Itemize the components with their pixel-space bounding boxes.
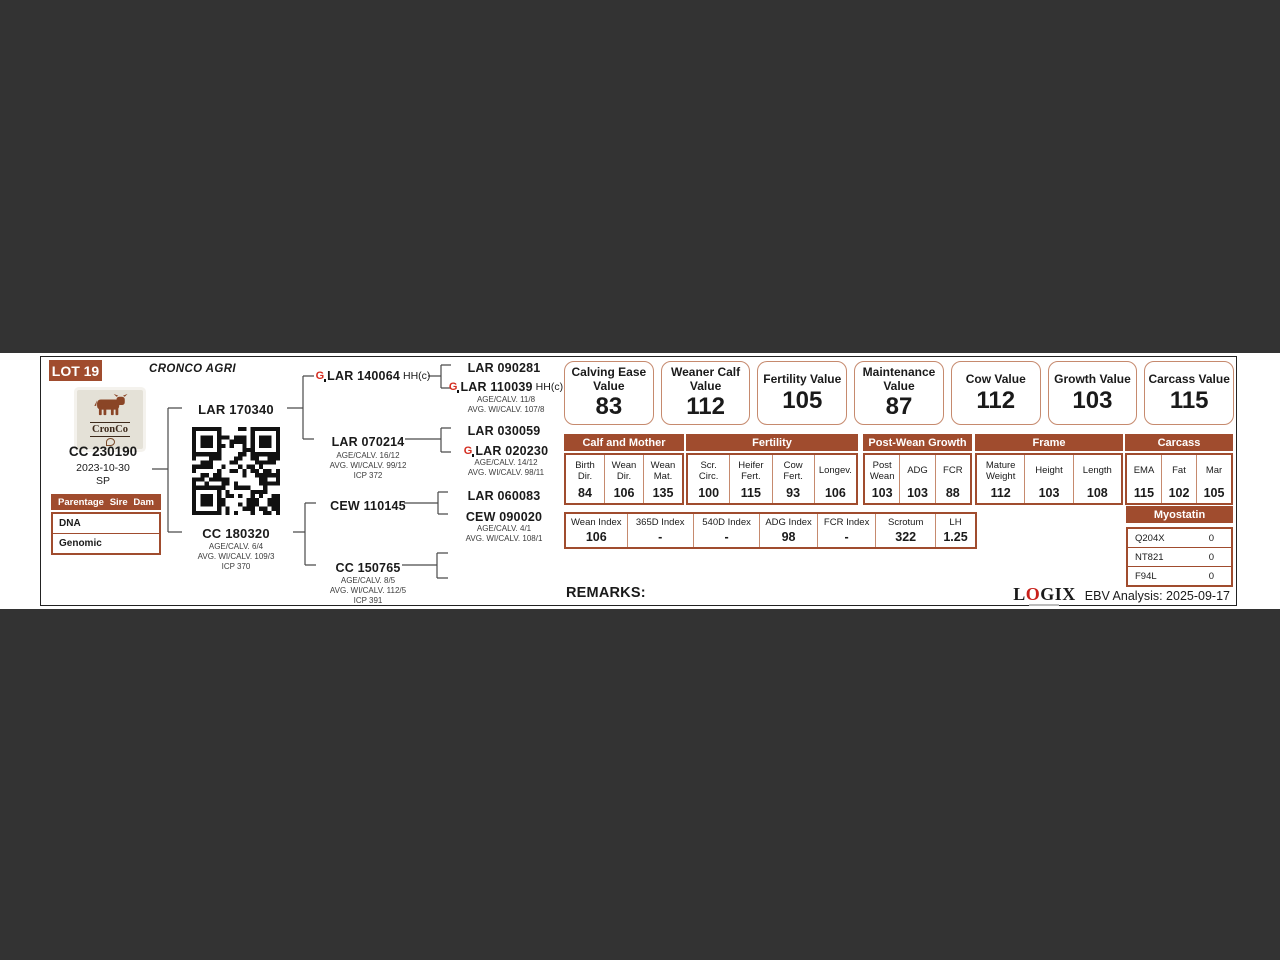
ebv-cell: Heifer Fert. 115	[730, 455, 773, 503]
pedigree-node-sss: LAR 090281	[467, 361, 541, 375]
myostatin-row: F94L 0	[1128, 566, 1231, 585]
value-box-weaner-calf: Weaner Calf Value 112	[660, 361, 751, 425]
table-header-carcass: Carcass	[1125, 434, 1233, 451]
brand-logo: CronCo	[77, 390, 143, 449]
value-boxes: Calving Ease Value 83 Weaner Calf Value …	[564, 361, 1235, 425]
pedigree-sdd-details: AGE/CALV. 14/12 AVG. WI/CALV. 98/11	[467, 458, 545, 478]
pedigree-node-dd: CC 150765	[335, 561, 401, 575]
logix-tagline-rule	[1029, 604, 1060, 606]
value-box-carcass: Carcass Value 115	[1144, 361, 1235, 425]
pedigree-dd-details: AGE/CALV. 8/5 AVG. WI/CALV. 112/5 ICP 39…	[329, 576, 407, 606]
parentage-col-sire: Sire	[109, 496, 128, 508]
ebv-cell: EMA 115	[1127, 455, 1162, 503]
table-header-frame: Frame	[975, 434, 1123, 451]
table-frame: Mature Weight 112 Height 103 Length 108	[975, 453, 1123, 505]
ebv-cell: Length 108	[1082, 465, 1112, 500]
table-calf-and-mother: Birth Dir. 84 Wean Dir. 106 Wean Mat. 13…	[564, 453, 684, 505]
pedigree-dsd-details: AGE/CALV. 4/1 AVG. WI/CALV. 108/1	[465, 524, 543, 544]
logix-logo: LOGIX	[1013, 584, 1076, 606]
index-cell: 540D Index -	[694, 514, 761, 547]
index-cell: Wean Index 106	[566, 514, 628, 547]
table-header-post-wean-growth: Post-Wean Growth	[863, 434, 972, 451]
myostatin-row: NT821 0	[1128, 547, 1231, 566]
pedigree-sd-details: AGE/CALV. 16/12 AVG. WI/CALV. 99/12 ICP …	[329, 451, 407, 481]
parentage-col-dam: Dam	[133, 496, 154, 508]
pedigree-node-ds: CEW 110145	[330, 499, 406, 513]
value-box-cow: Cow Value 112	[950, 361, 1041, 425]
table-header-calf-and-mother: Calf and Mother	[564, 434, 684, 451]
genomic-icon: G	[448, 380, 459, 393]
table-post-wean-growth: Post Wean 103 ADG 103 FCR 88	[863, 453, 972, 505]
ebv-cell: Post Wean 103	[865, 455, 901, 503]
genomic-icon: G	[315, 369, 326, 382]
parentage-header: Parentage Sire Dam	[51, 494, 161, 510]
table-carcass: EMA 115 Fat 102 Mar 105	[1125, 453, 1233, 505]
subject-id: CC 230190	[68, 444, 138, 459]
index-cell: 365D Index -	[628, 514, 694, 547]
pedigree-node-dss: LAR 060083	[467, 489, 541, 503]
brand-name: CronCo	[90, 421, 130, 438]
subject-birthdate: 2023-10-30	[76, 462, 130, 474]
index-table: Wean Index 106 365D Index - 540D Index -…	[564, 512, 977, 549]
parentage-row-genomic: Genomic	[59, 538, 102, 549]
table-header-fertility: Fertility	[686, 434, 858, 451]
ebv-cell: Scr. Circ. 100	[688, 455, 731, 503]
genomic-icon: G	[463, 444, 474, 457]
index-cell: ADG Index 98	[760, 514, 818, 547]
ebv-cell: Fat 102	[1162, 455, 1197, 503]
value-box-maintenance: Maintenance Value 87	[854, 361, 944, 425]
ebv-cell: Longev. 106	[818, 465, 852, 500]
ebv-cell: Birth Dir. 84	[566, 455, 605, 503]
value-box-fertility: Fertility Value 105	[757, 361, 848, 425]
ebv-cell: FCR 88	[943, 465, 963, 500]
pedigree-node-sdd: G LAR 020230	[463, 444, 549, 458]
pedigree-node-sire: LAR 170340	[198, 402, 274, 417]
parentage-table: DNA Genomic	[51, 512, 161, 555]
myostatin-header: Myostatin	[1126, 506, 1233, 523]
footer-right: LOGIX EBV Analysis: 2025-09-17	[1013, 585, 1230, 606]
bull-icon	[89, 393, 131, 422]
pedigree-ssd-details: AGE/CALV. 11/8 AVG. WI/CALV. 107/8	[467, 395, 545, 415]
index-cell: FCR Index -	[818, 514, 877, 547]
myostatin-table: Q204X 0 NT821 0 F94L 0	[1126, 527, 1233, 587]
ebv-analysis-date: EBV Analysis: 2025-09-17	[1084, 589, 1230, 603]
index-cell: LH 1.25	[943, 517, 968, 544]
pedigree-node-dsd: CEW 090020	[465, 510, 543, 524]
table-fertility: Scr. Circ. 100 Heifer Fert. 115 Cow Fert…	[686, 453, 858, 505]
pedigree-node-ss: G LAR 140064 HH(c)	[315, 369, 431, 383]
pedigree-dam-details: AGE/CALV. 6/4 AVG. WI/CALV. 109/3 ICP 37…	[197, 542, 275, 572]
ebv-cell: Mar 105	[1203, 465, 1225, 500]
pedigree-node-dam: CC 180320	[202, 526, 270, 541]
pedigree-node-ssd: G LAR 110039 HH(c)	[448, 380, 564, 394]
ebv-cell: Mature Weight 112	[977, 455, 1026, 503]
ebv-cell: ADG 103	[900, 455, 936, 503]
farm-name: CRONCO AGRI	[149, 363, 237, 375]
qr-code	[192, 427, 280, 515]
value-box-growth: Growth Value 103	[1047, 361, 1138, 425]
subject-block: CC 230190 2023-10-30 SP	[47, 444, 159, 487]
brand-ornament-icon	[105, 438, 115, 447]
ebv-cell: Cow Fert. 93	[773, 455, 815, 503]
pedigree-node-sds: LAR 030059	[467, 424, 541, 438]
subject-code: SP	[95, 475, 110, 487]
parentage-title: Parentage	[58, 496, 104, 508]
logix-o-icon: O	[1025, 584, 1041, 604]
parentage-row-dna: DNA	[53, 514, 159, 534]
ebv-cell: Height 103	[1025, 455, 1074, 503]
value-box-calving-ease: Calving Ease Value 83	[564, 361, 654, 425]
ebv-cell: Wean Dir. 106	[605, 455, 644, 503]
myostatin-row: Q204X 0	[1135, 532, 1215, 544]
index-cell: Scrotum 322	[876, 514, 936, 547]
remarks-label: REMARKS:	[566, 585, 646, 601]
ebv-cell: Wean Mat. 135	[650, 459, 676, 500]
lot-card: LOT 19 CRONCO AGRI Cr	[40, 356, 1237, 606]
pedigree-node-sd: LAR 070214	[331, 435, 405, 449]
lot-badge: LOT 19	[49, 360, 102, 381]
